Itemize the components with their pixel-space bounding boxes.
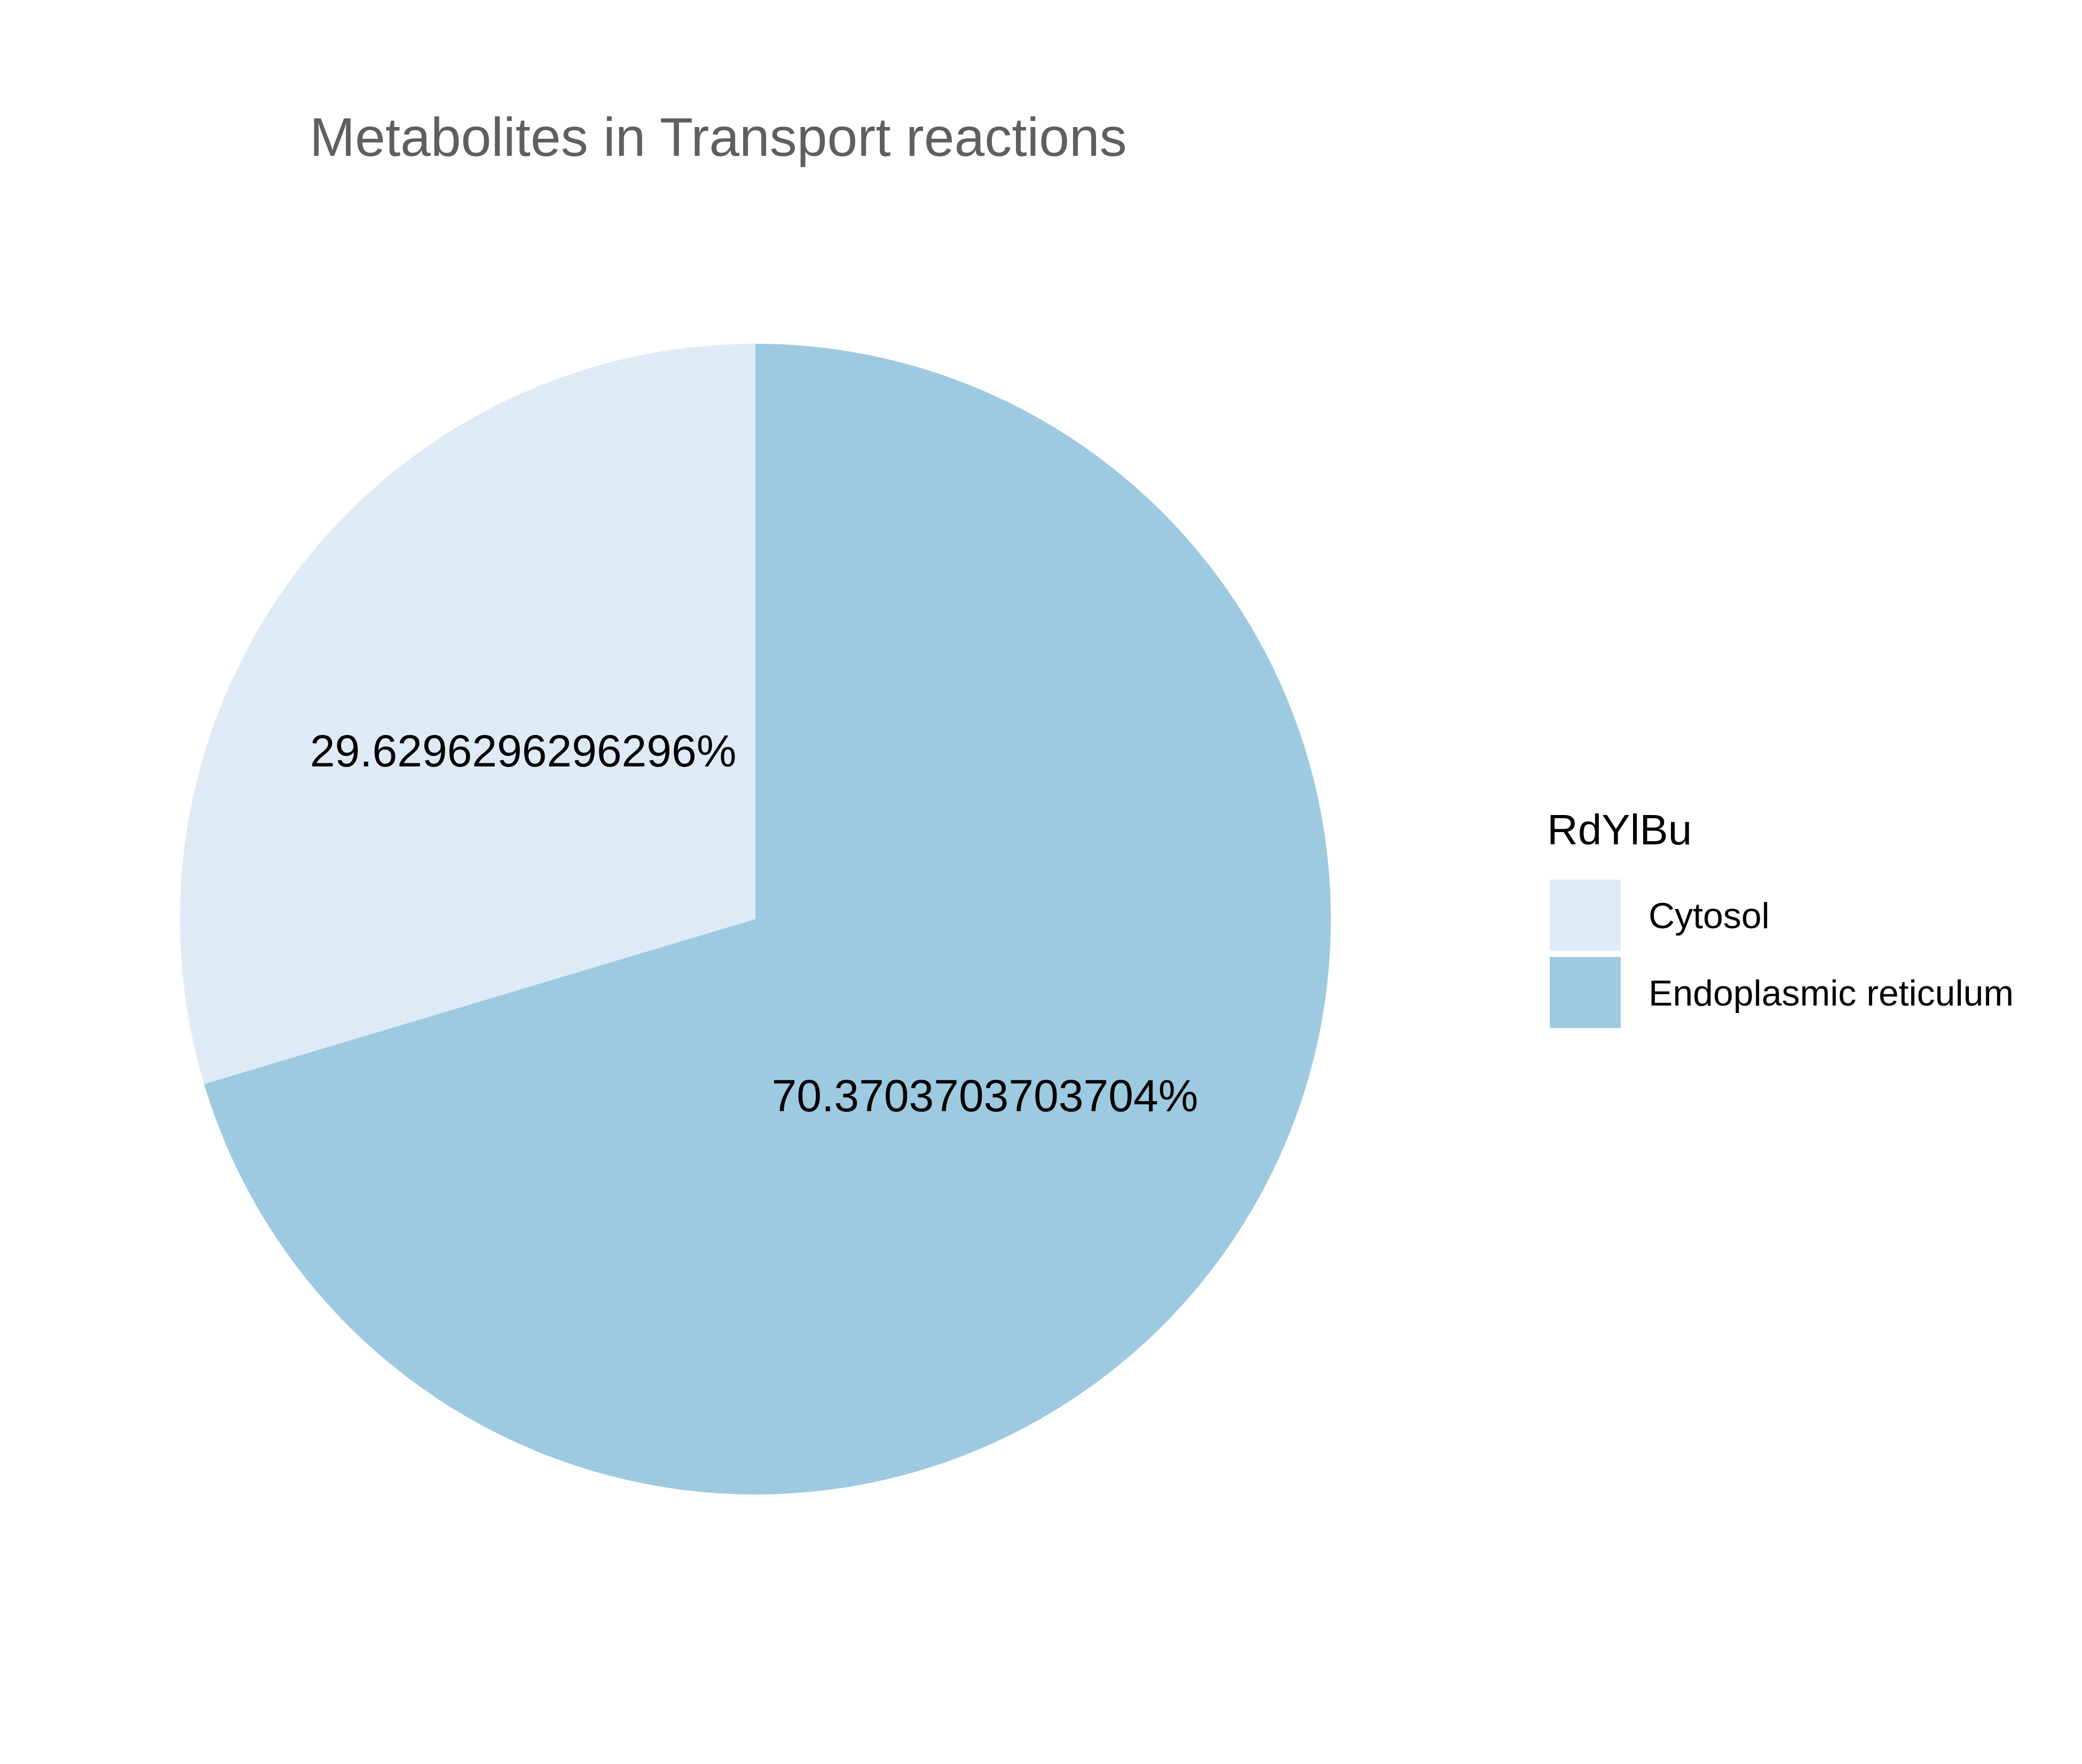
slice-label-cytosol: 29.6296296296296% [310,726,737,776]
chart-title: Metabolites in Transport reactions [310,107,1127,168]
legend-swatch-cytosol [1550,880,1621,951]
pie-slices [179,344,1331,1494]
legend-title: RdYlBu [1547,806,1692,853]
legend: RdYlBu Cytosol Endoplasmic reticulum [1547,806,2014,1028]
slice-labels: 29.6296296296296% 70.3703703703704% [310,726,1198,1121]
legend-label-endoplasmic-reticulum: Endoplasmic reticulum [1649,973,2014,1014]
legend-label-cytosol: Cytosol [1649,896,1770,936]
slice-label-endoplasmic-reticulum: 70.3703703703704% [772,1071,1198,1121]
legend-swatch-endoplasmic-reticulum [1550,957,1621,1028]
pie-slice-endoplasmic-reticulum [204,344,1331,1494]
pie-slice-cytosol [179,344,756,1085]
